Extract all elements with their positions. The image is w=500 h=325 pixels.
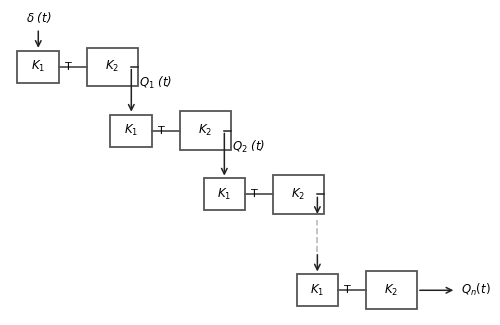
- Text: $K_1$: $K_1$: [310, 283, 324, 298]
- Text: $Q_2$ (t): $Q_2$ (t): [232, 138, 265, 155]
- Text: T: T: [158, 125, 164, 136]
- Bar: [296, 274, 338, 306]
- Text: $K_1$: $K_1$: [31, 59, 46, 74]
- Bar: [180, 111, 231, 150]
- Text: $Q_1$ (t): $Q_1$ (t): [138, 75, 172, 91]
- Text: $K_2$: $K_2$: [384, 283, 398, 298]
- Text: $K_2$: $K_2$: [291, 187, 306, 202]
- Bar: [110, 115, 152, 147]
- Text: T: T: [250, 189, 258, 200]
- Bar: [366, 271, 417, 309]
- Text: $Q_n(t)$: $Q_n(t)$: [461, 282, 490, 298]
- Text: $\delta$ (t): $\delta$ (t): [26, 10, 52, 25]
- Text: $K_1$: $K_1$: [124, 123, 138, 138]
- Bar: [204, 178, 245, 210]
- Bar: [86, 47, 138, 86]
- Text: T: T: [344, 285, 350, 295]
- Text: $K_2$: $K_2$: [198, 123, 212, 138]
- Text: T: T: [64, 62, 71, 72]
- Bar: [272, 175, 324, 214]
- Bar: [18, 51, 59, 83]
- Text: $K_1$: $K_1$: [217, 187, 232, 202]
- Text: $K_2$: $K_2$: [105, 59, 120, 74]
